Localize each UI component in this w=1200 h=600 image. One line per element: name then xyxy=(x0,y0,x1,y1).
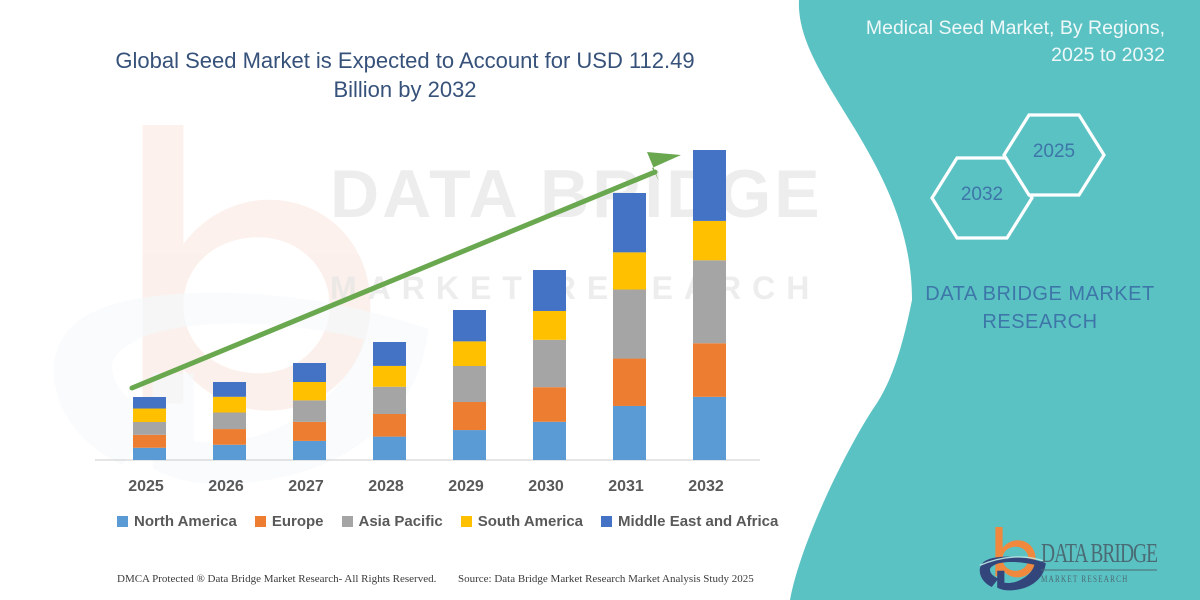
svg-text:MARKET RESEARCH: MARKET RESEARCH xyxy=(1041,574,1128,584)
svg-text:DATA BRIDGE: DATA BRIDGE xyxy=(1041,539,1158,569)
